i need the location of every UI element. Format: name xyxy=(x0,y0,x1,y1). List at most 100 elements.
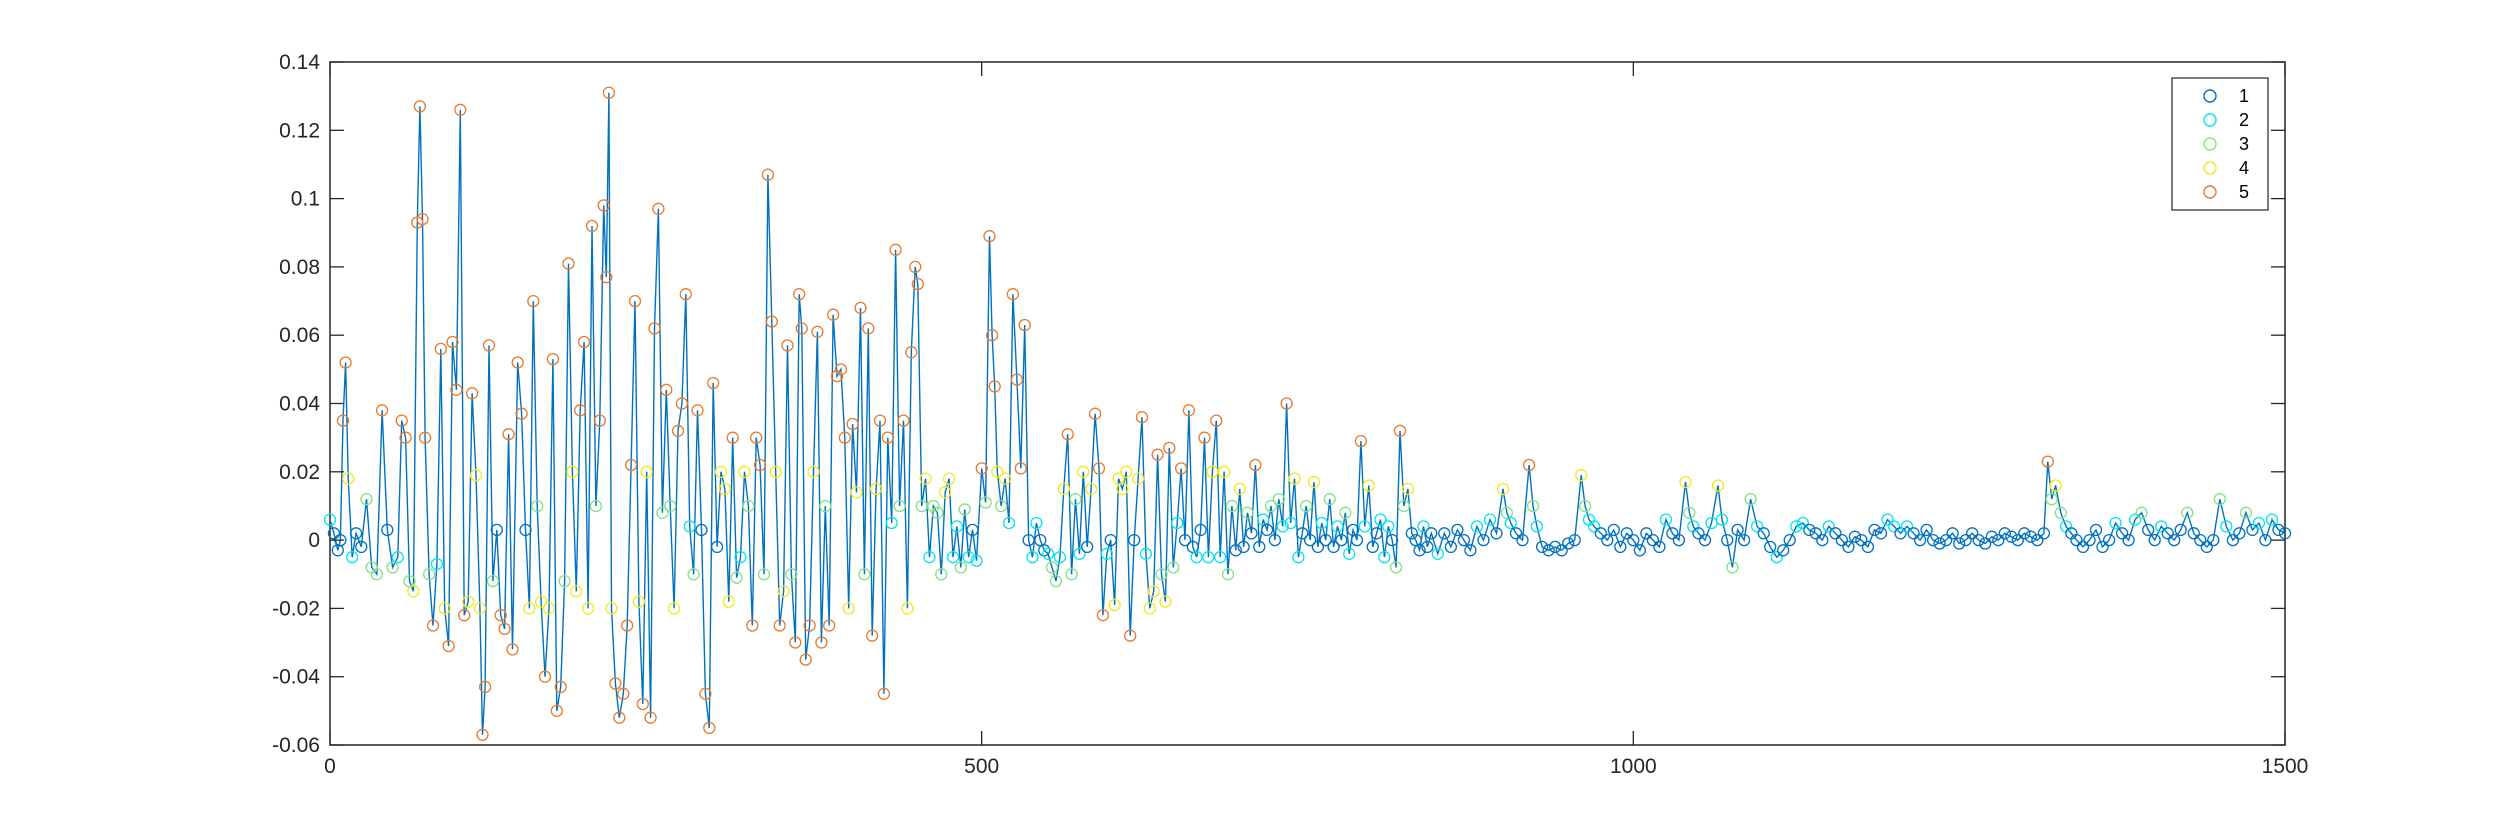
data-point xyxy=(1790,520,1803,533)
y-tick-label: 0.04 xyxy=(279,393,320,416)
data-point xyxy=(1692,527,1705,540)
data-point xyxy=(1504,516,1517,530)
data-point xyxy=(679,288,692,301)
data-point xyxy=(1366,540,1379,554)
y-tick-label: -0.06 xyxy=(272,734,320,757)
data-point xyxy=(983,230,996,243)
data-point xyxy=(1194,523,1207,537)
data-point xyxy=(446,335,459,349)
data-point xyxy=(718,482,732,496)
data-point xyxy=(2259,533,2272,547)
data-point xyxy=(1868,523,1881,537)
data-point xyxy=(652,202,665,215)
data-point xyxy=(355,540,368,554)
data-point xyxy=(1045,561,1059,574)
data-point xyxy=(1809,527,1822,540)
data-point xyxy=(757,568,771,581)
data-point xyxy=(1354,434,1368,448)
data-point xyxy=(1861,540,1875,554)
data-point xyxy=(1913,533,1927,547)
data-point xyxy=(1796,516,1809,530)
data-point xyxy=(656,506,669,519)
series-line xyxy=(329,92,2286,735)
data-point xyxy=(1241,506,1254,519)
data-point xyxy=(609,677,622,690)
data-point xyxy=(2194,533,2207,547)
x-tick-label: 0 xyxy=(324,755,336,778)
data-point xyxy=(1343,547,1356,560)
data-point xyxy=(1084,482,1098,496)
data-point xyxy=(1389,561,1403,574)
data-point xyxy=(962,551,975,564)
legend-label: 3 xyxy=(2239,134,2249,154)
data-point xyxy=(1627,533,1640,547)
data-point xyxy=(885,516,898,530)
data-point xyxy=(1323,492,1336,506)
data-point xyxy=(360,492,373,506)
data-point xyxy=(566,465,579,478)
data-point xyxy=(1174,462,1188,475)
axes-box xyxy=(329,61,2286,746)
data-point xyxy=(327,527,341,540)
legend-label: 5 xyxy=(2239,182,2249,202)
data-point xyxy=(838,431,851,444)
data-point xyxy=(1464,544,1477,557)
data-point xyxy=(1292,551,1305,564)
legend-marker xyxy=(2203,185,2217,199)
data-point xyxy=(675,397,689,410)
data-point xyxy=(339,356,352,369)
data-point xyxy=(2168,533,2181,547)
legend-marker xyxy=(2203,137,2217,151)
data-point xyxy=(1803,523,1816,537)
data-point xyxy=(927,499,940,513)
data-point xyxy=(1920,523,1933,537)
data-point xyxy=(562,257,575,270)
data-point xyxy=(985,329,999,342)
data-point xyxy=(1522,458,1536,472)
y-axis-ticks: -0.06 -0.04 -0.02 0 0.02 0.04 0.06 0.08 0.1 0.12 0… xyxy=(272,51,2285,757)
data-point xyxy=(1933,537,1946,550)
data-point xyxy=(644,711,657,724)
data-point xyxy=(1542,544,1555,557)
data-point xyxy=(931,506,944,519)
data-point xyxy=(1112,472,1125,485)
y-tick-label: 0.02 xyxy=(279,461,320,484)
data-point xyxy=(807,465,820,478)
data-point xyxy=(1178,533,1192,547)
data-point xyxy=(1358,520,1371,533)
data-point xyxy=(438,602,451,615)
data-point xyxy=(462,595,475,608)
data-point xyxy=(1894,527,1907,540)
data-point xyxy=(391,551,404,564)
data-point xyxy=(911,277,924,291)
data-point xyxy=(939,486,952,499)
data-point xyxy=(1143,602,1156,615)
data-point xyxy=(2142,523,2155,537)
data-point xyxy=(1438,527,1451,540)
legend-marker xyxy=(2203,161,2217,175)
data-point xyxy=(2031,533,2044,547)
data-point xyxy=(1393,424,1407,437)
data-point xyxy=(995,499,1008,513)
data-point xyxy=(1245,527,1258,540)
data-point xyxy=(1382,520,1395,533)
data-point xyxy=(1757,527,1770,540)
x-tick-label: 1000 xyxy=(1610,755,1657,778)
data-point xyxy=(1496,482,1510,496)
data-point xyxy=(785,568,798,581)
data-point xyxy=(846,417,859,431)
data-point xyxy=(2128,513,2142,526)
y-tick-label: -0.04 xyxy=(272,666,320,689)
data-point xyxy=(600,270,613,284)
data-point xyxy=(1225,499,1239,513)
data-point xyxy=(2049,479,2062,492)
data-point xyxy=(873,414,887,427)
data-point xyxy=(1646,533,1660,547)
data-point xyxy=(942,472,956,485)
data-point xyxy=(1764,540,1777,554)
data-point xyxy=(1120,465,1133,478)
data-point xyxy=(1425,527,1438,540)
data-point xyxy=(881,431,894,444)
data-point xyxy=(1296,527,1309,540)
data-point xyxy=(710,540,724,554)
